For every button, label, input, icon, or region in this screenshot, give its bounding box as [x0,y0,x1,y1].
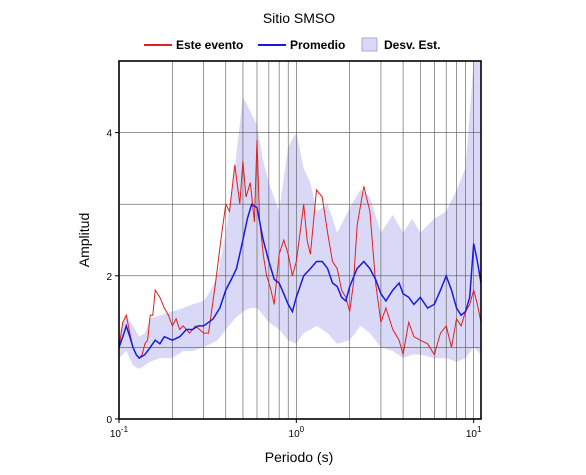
legend-label-este-evento: Este evento [176,38,243,52]
plot-frame [118,60,482,420]
x-tick-label: 100 [289,425,305,440]
legend: Este evento Promedio Desv. Est. [144,37,440,52]
y-tick-label: 2 [106,272,112,283]
x-tick-label: 10-1 [110,425,129,440]
legend-label-desv-est-: Desv. Est. [384,38,440,52]
plot-area: 10-1 100 101 0 2 4 [106,60,482,440]
legend-label-promedio: Promedio [290,38,345,52]
chart-title: Sitio SMSO [263,10,335,26]
y-tick-label: 0 [106,415,112,426]
y-tick-label: 4 [106,129,112,140]
grid [118,61,481,419]
x-tick-label: 101 [466,425,482,440]
x-axis-label: Periodo (s) [265,449,333,465]
series-line-este-evento [119,139,481,359]
legend-swatch-desv-est- [361,37,378,52]
std-dev-band [119,61,481,369]
y-axis-label: Amplitud [76,213,92,267]
series-line-promedio [119,203,481,360]
